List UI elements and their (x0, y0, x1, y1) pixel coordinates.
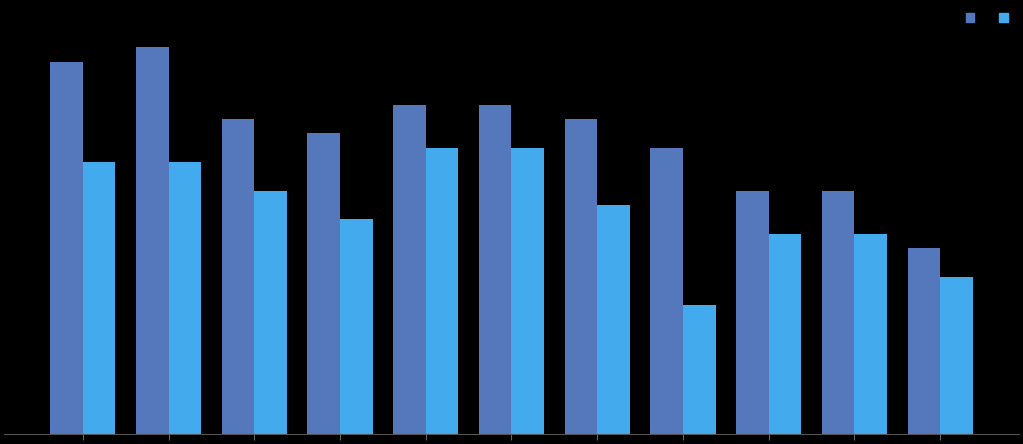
Bar (768, 234, 801, 434)
Bar (83, 162, 116, 434)
Bar (393, 104, 426, 434)
Bar (737, 190, 768, 434)
Bar (308, 133, 340, 434)
Bar (169, 162, 202, 434)
Bar (426, 147, 458, 434)
Bar (512, 147, 544, 434)
Bar (565, 119, 597, 434)
Bar (907, 248, 940, 434)
Bar (50, 62, 83, 434)
Bar (821, 190, 854, 434)
Bar (597, 205, 630, 434)
Bar (683, 305, 715, 434)
Bar (222, 119, 255, 434)
Bar (136, 47, 169, 434)
Bar (255, 190, 286, 434)
Bar (651, 147, 683, 434)
Bar (479, 104, 512, 434)
Legend: , : , (963, 10, 1013, 27)
Bar (854, 234, 887, 434)
Bar (940, 277, 973, 434)
Bar (340, 219, 372, 434)
